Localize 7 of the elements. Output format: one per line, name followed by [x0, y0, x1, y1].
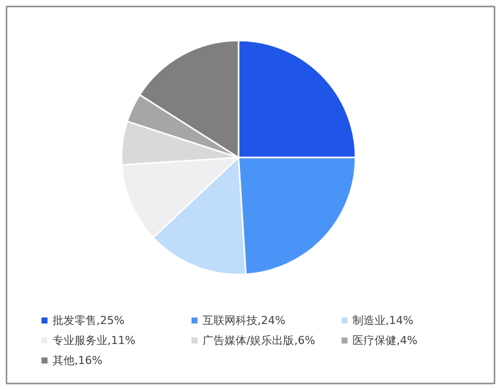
legend-label: 医疗保健,4%: [352, 334, 418, 347]
legend-label: 互联网科技,24%: [202, 314, 286, 327]
legend-label: 制造业,14%: [352, 314, 414, 327]
legend-label: 批发零售,25%: [52, 314, 124, 327]
legend-label: 广告媒体/娱乐出版,6%: [202, 334, 316, 347]
legend-label: 其他,16%: [52, 354, 102, 367]
legend-label: 专业服务业,11%: [52, 334, 136, 347]
